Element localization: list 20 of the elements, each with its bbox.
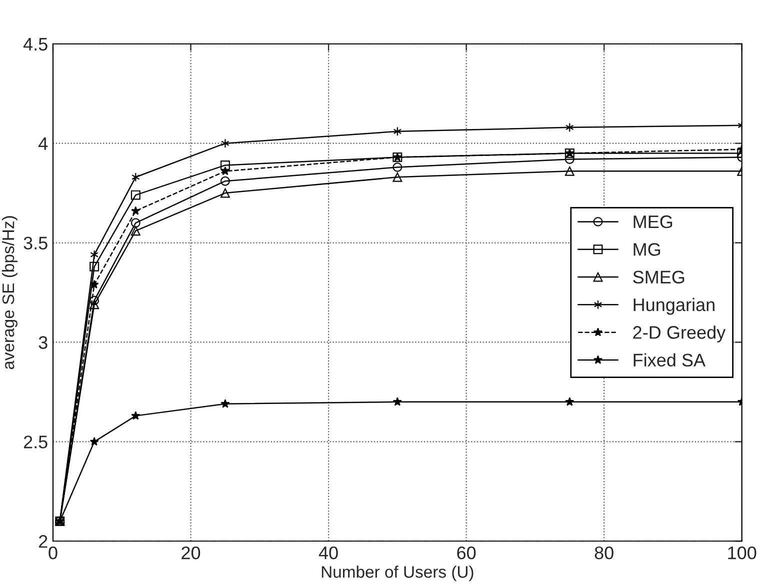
y-tick-label: 4	[38, 137, 48, 150]
legend-label: MG	[634, 243, 660, 256]
x-tick-label: 40	[318, 546, 338, 560]
y-axis-title: average SE (bps/Hz)	[2, 216, 18, 370]
x-tick-label: 20	[182, 546, 200, 560]
y-tick-label: 4.5	[23, 38, 48, 51]
y-tick-label: 2	[38, 535, 48, 548]
x-tick-label: 0	[48, 546, 58, 560]
legend-label: SMEG	[633, 270, 684, 284]
legend-label: MEG	[634, 215, 672, 228]
x-tick-label: 60	[457, 546, 476, 560]
y-tick-label: 3.5	[24, 236, 48, 250]
y-tick-label: 2.5	[24, 436, 48, 448]
x-axis-title: Number of Users (U)	[322, 566, 474, 582]
x-tick-label: 100	[728, 546, 756, 560]
y-tick-label: 3	[38, 336, 48, 349]
legend-label: 2-D Greedy	[633, 326, 726, 342]
x-tick-label: 80	[594, 546, 614, 560]
legend-label: Fixed SA	[634, 353, 706, 367]
legend-label: Hungarian	[634, 298, 714, 315]
